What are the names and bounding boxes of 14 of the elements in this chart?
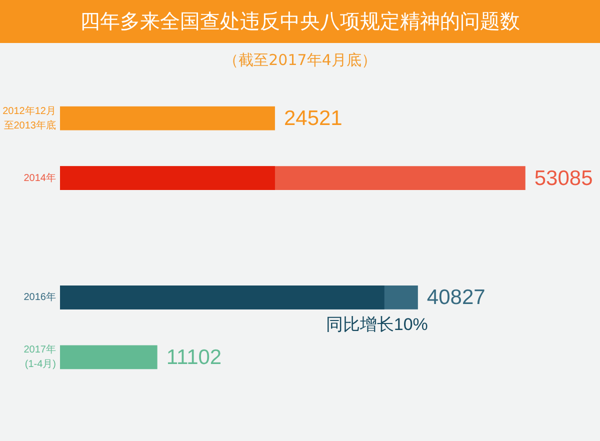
- data-label: 40827: [426, 286, 486, 310]
- y-tick-label: 2012年12月至2013年底: [2, 104, 56, 132]
- bar: [60, 166, 275, 190]
- y-tick-label: 2017年(1-4月): [24, 344, 56, 370]
- annotation: 同比增长10%: [326, 315, 428, 334]
- chart-title: 四年多来全国查处违反中央八项规定精神的问题数: [0, 0, 600, 43]
- chart-subtitle: （截至2017年4月底）: [222, 50, 378, 70]
- data-label: 24521: [284, 107, 342, 130]
- data-label: 53085: [534, 166, 593, 190]
- y-tick-label: 2016年: [24, 291, 56, 304]
- bar: [60, 106, 275, 130]
- bar: [60, 345, 158, 370]
- data-label: 11102: [166, 346, 222, 369]
- y-tick-label: 2014年: [24, 172, 56, 184]
